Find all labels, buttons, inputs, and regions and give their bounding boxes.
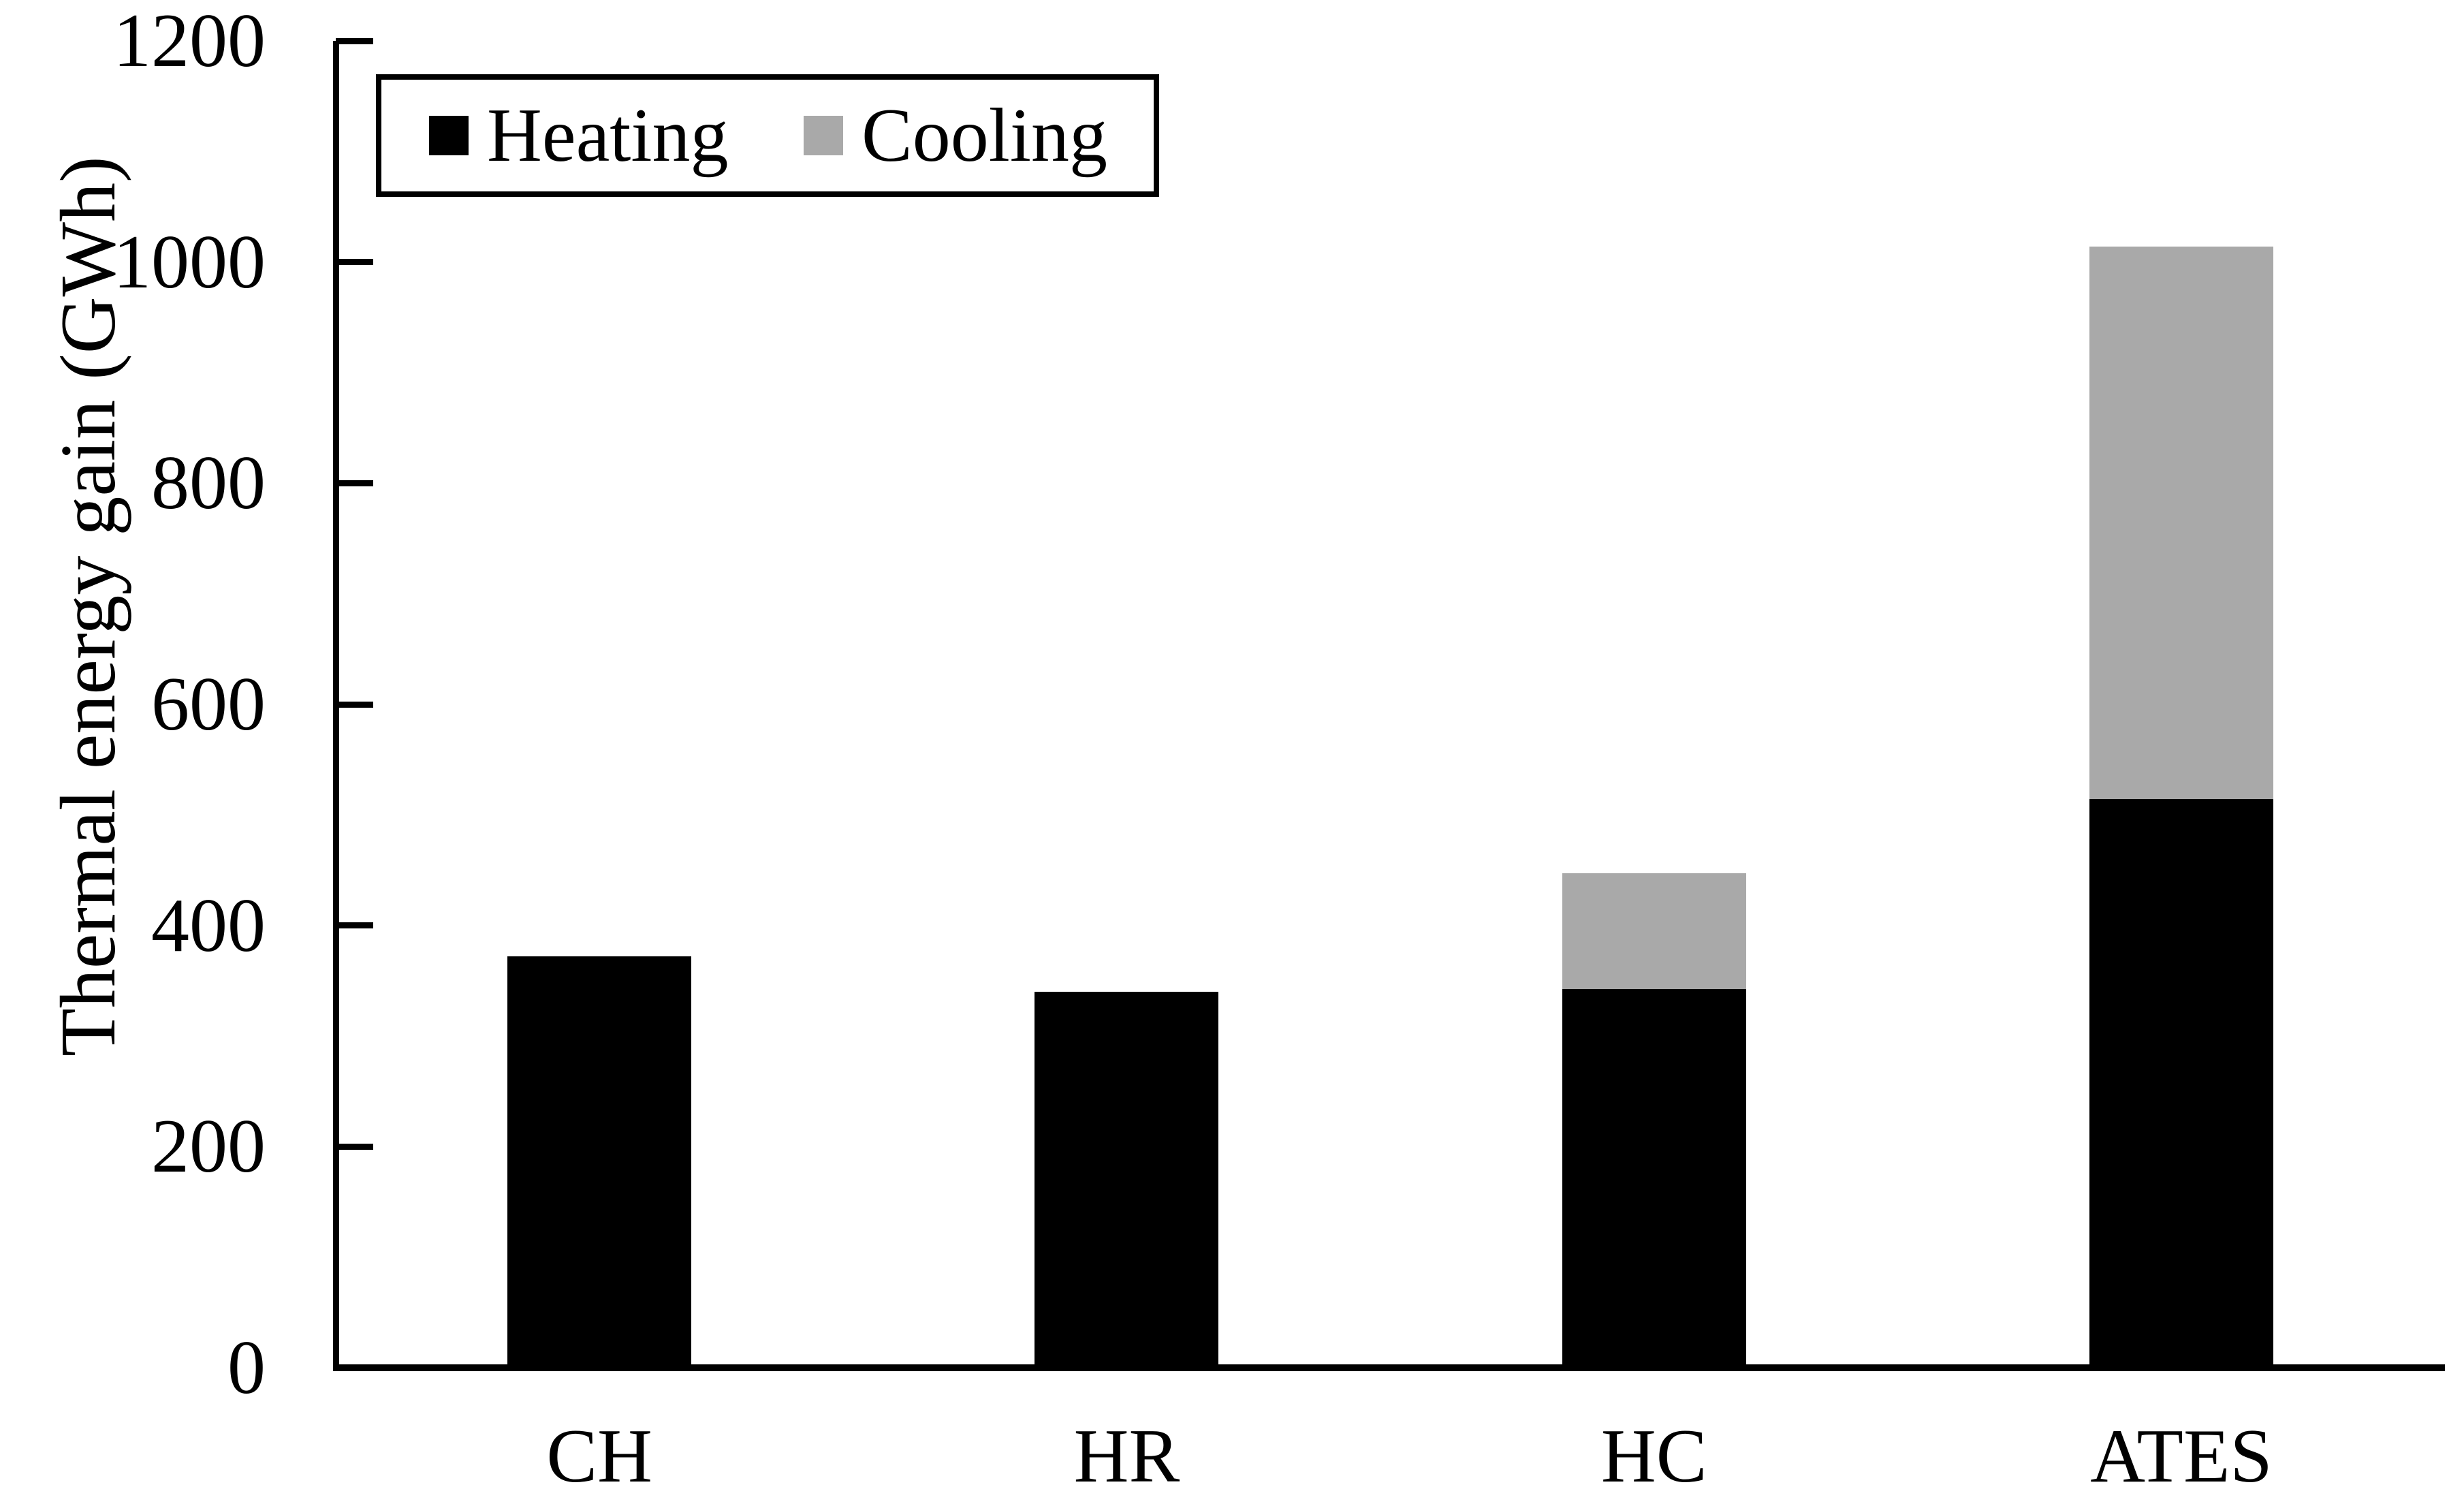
- cooling-bar-ATES: [2089, 246, 2273, 800]
- cooling-legend-swatch: [804, 116, 843, 155]
- y-axis-tick-label: 200: [151, 1104, 266, 1189]
- x-axis-category-label: HR: [1073, 1414, 1180, 1499]
- y-axis-tick-label: 1000: [113, 219, 266, 304]
- y-axis-tick-mark: [336, 37, 373, 44]
- heating-legend-swatch: [429, 116, 469, 155]
- x-axis-line: [333, 1364, 2445, 1371]
- cooling-legend-label: Cooling: [862, 93, 1107, 178]
- heating-bar-CH: [507, 956, 692, 1366]
- y-axis-tick-mark: [336, 480, 373, 486]
- y-axis-tick-mark: [336, 259, 373, 266]
- legend: Heating Cooling: [376, 74, 1159, 197]
- y-axis-tick-label: 0: [227, 1326, 266, 1410]
- heating-bar-ATES: [2089, 799, 2273, 1366]
- heating-bar-HR: [1034, 991, 1219, 1366]
- y-axis-tick-label: 400: [151, 883, 266, 968]
- heating-legend-label: Heating: [487, 93, 729, 178]
- y-axis-tick-mark: [336, 922, 373, 929]
- y-axis-tick-label: 800: [151, 441, 266, 526]
- y-axis-line: [333, 41, 339, 1371]
- y-axis-tick-mark: [336, 701, 373, 708]
- heating-bar-HC: [1562, 989, 1746, 1366]
- x-axis-category-label: CH: [546, 1414, 652, 1499]
- y-axis-tick-mark: [336, 1143, 373, 1150]
- x-axis-category-label: HC: [1600, 1414, 1707, 1499]
- x-axis-category-label: ATES: [2090, 1414, 2273, 1499]
- cooling-bar-HC: [1562, 873, 1746, 990]
- y-axis-tick-label: 1200: [113, 0, 266, 83]
- y-axis-tick-label: 600: [151, 662, 266, 747]
